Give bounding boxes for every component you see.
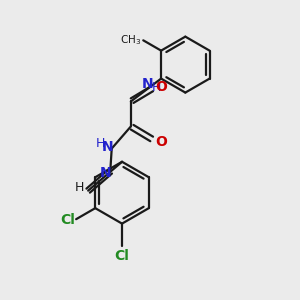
Text: O: O [155, 135, 167, 149]
Text: Cl: Cl [115, 249, 130, 262]
Text: Cl: Cl [60, 213, 75, 227]
Text: N: N [101, 140, 113, 154]
Text: H: H [75, 181, 85, 194]
Text: N: N [100, 166, 112, 180]
Text: CH$_3$: CH$_3$ [120, 33, 141, 47]
Text: N: N [142, 76, 153, 91]
Text: H: H [152, 81, 161, 94]
Text: O: O [155, 80, 167, 94]
Text: H: H [96, 137, 105, 150]
